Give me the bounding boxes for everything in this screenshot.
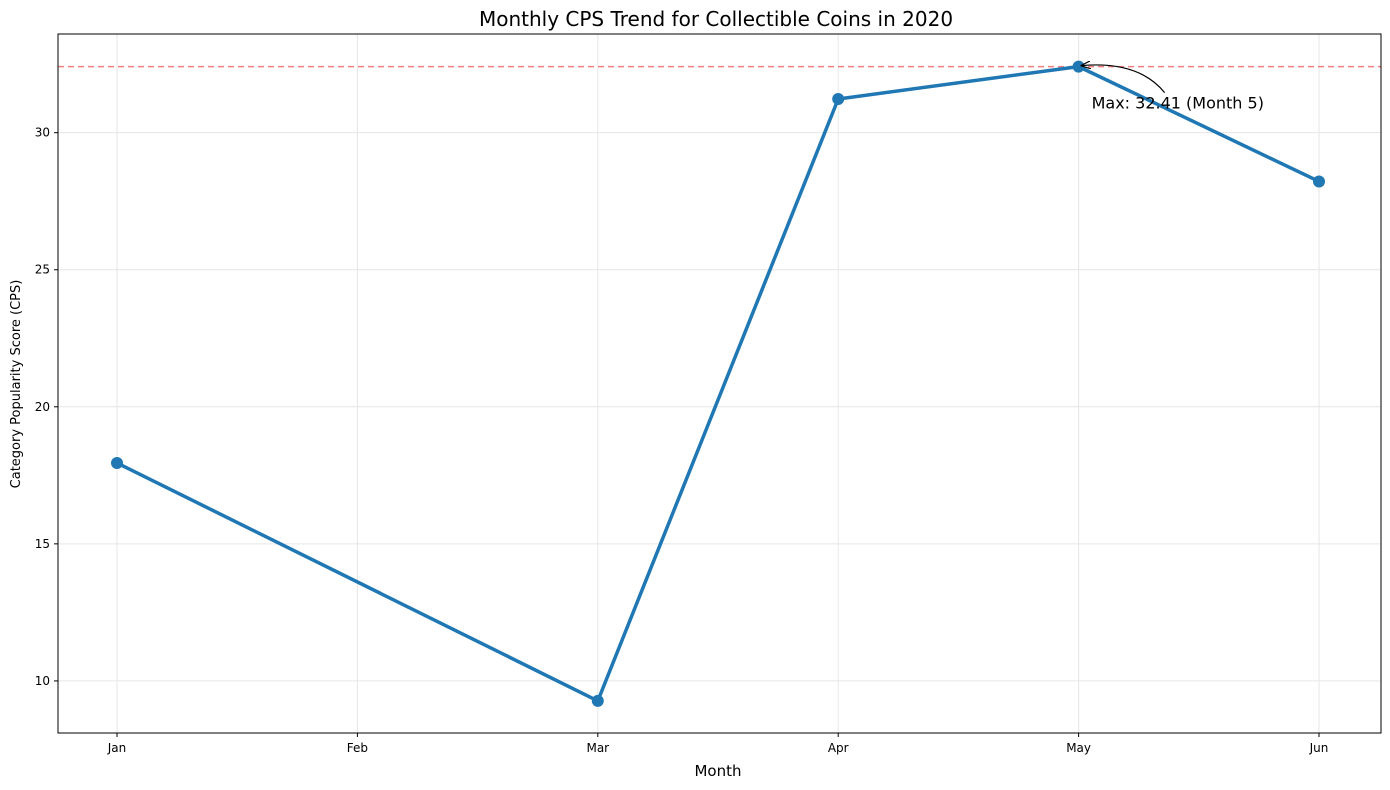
y-axis-label: Category Popularity Score (CPS) <box>9 280 24 489</box>
x-tick-label: Jun <box>1309 741 1329 755</box>
x-tick-label: Apr <box>828 741 849 755</box>
grid <box>58 34 1381 733</box>
y-tick-label: 20 <box>35 400 50 414</box>
x-tick-label: Jan <box>107 741 127 755</box>
y-tick-label: 30 <box>35 126 50 140</box>
x-tick-label: May <box>1066 741 1091 755</box>
x-tick-label: Mar <box>586 741 609 755</box>
annotation-arrow <box>1082 65 1166 93</box>
y-tick-label: 15 <box>35 537 50 551</box>
series-group <box>111 60 1325 707</box>
y-tick-label: 25 <box>35 263 50 277</box>
y-tick-label: 10 <box>35 674 50 688</box>
data-point <box>1313 175 1325 188</box>
data-point <box>111 456 123 469</box>
annotation-text: Max: 32.41 (Month 5) <box>1092 94 1264 113</box>
axis-ticks: Jan Feb Mar Apr May Jun 10 15 20 25 30 <box>35 126 1329 755</box>
annotation-group: Max: 32.41 (Month 5) <box>1082 65 1264 113</box>
data-point <box>591 694 604 707</box>
series-line <box>115 64 1321 703</box>
data-point <box>832 92 845 105</box>
chart-title: Monthly CPS Trend for Collectible Coins … <box>479 7 953 31</box>
x-tick-label: Feb <box>347 741 368 755</box>
plot-frame <box>57 33 1382 734</box>
x-axis-label: Month <box>694 762 741 780</box>
data-point <box>1072 60 1085 73</box>
